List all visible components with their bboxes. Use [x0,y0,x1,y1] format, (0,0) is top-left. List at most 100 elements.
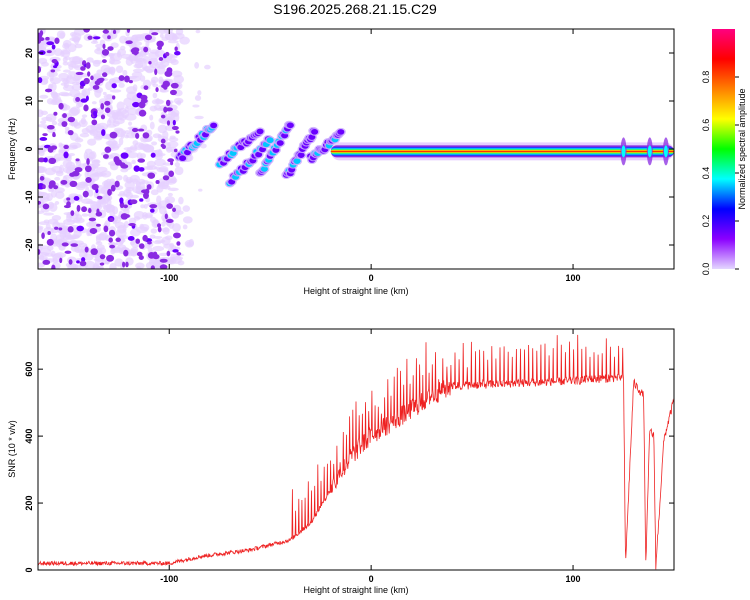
spectrogram-noise-blob [86,57,94,63]
spectrogram-noise-blob [198,188,203,192]
spectrogram-noise-blob [171,70,183,78]
spectrogram-noise-blob [163,106,168,113]
spectrogram-noise-blob [156,184,164,193]
spectrogram-noise-blob [67,116,76,123]
colorbar-tick-label: 0.4 [701,167,711,180]
spectrogram-noise-blob [157,29,168,35]
spectrogram-noise-blob [172,232,181,239]
spectrogram-noise-blob [151,141,158,146]
spectrogram-noise-blob [51,82,57,92]
spectrogram-noise-blob [54,252,66,258]
spectrogram-noise-blob [172,223,181,232]
spectrogram-noise-blob [152,92,158,99]
spectrogram-noise-blob [137,128,145,132]
spectrogram-noise-blob [118,137,124,146]
spectrogram-noise-blob [39,176,45,181]
spectrogram-noise-blob [112,29,117,35]
spectrogram-noise-blob [179,36,190,45]
spectrogram-noise-blob [96,208,100,214]
spectrogram-noise-blob [139,223,145,229]
spectrogram-noise-blob [47,230,51,235]
spectrogram-noise-blob [182,224,188,230]
spectrogram-noise-blob [117,193,128,197]
spectrogram-noise-blob [150,208,155,213]
spectrogram-noise-blob [167,158,175,163]
spectrogram-noise-blob [101,59,107,64]
spectrogram-noise-blob [131,127,139,133]
spectrogram-noise-blob [148,257,159,267]
spectrogram-noise-blob [118,82,125,88]
spectrogram-noise-blob [81,114,88,118]
spectrogram-noise-blob [90,248,98,256]
spectrogram-noise-blob [81,206,88,213]
snr-background [38,329,674,570]
spectrogram-noise-blob [78,119,88,128]
spectrogram-noise-blob [109,66,116,76]
spectrogram-noise-blob [38,57,48,65]
spectrogram-noise-blob [83,29,91,33]
snr-y-tick-label: 600 [24,362,34,377]
spectrogram-noise-blob [128,80,133,84]
spectrogram-noise-blob [63,144,69,150]
spectrogram-noise-blob [142,132,150,139]
spectrogram-noise-blob [148,61,152,65]
spectrogram-noise-blob [111,83,117,89]
spectrogram-noise-blob [157,134,163,138]
spectrogram-noise-blob [132,140,139,146]
spectrogram-noise-blob [67,43,77,53]
spectrogram-noise-blob [150,189,159,196]
spectrogram-noise-blob [159,33,164,38]
spectrogram-noise-blob [115,175,123,181]
spectrogram-noise-blob [56,225,69,234]
spectrogram-noise-blob [71,65,80,69]
spectrogram-noise-blob [100,114,106,120]
spectrogram-noise-blob [70,243,79,247]
spectrogram-y-tick-label: 0 [24,146,34,151]
spectrogram-noise-blob [44,88,53,93]
spectrogram-noise-blob [59,32,65,39]
spectrogram-noise-blob [38,77,43,84]
spectrogram-noise-blob [154,68,158,76]
spectrogram-noise-blob [127,235,135,241]
spectrogram-noise-blob [38,167,46,173]
spectrogram-noise-blob [95,233,107,241]
spectrogram-noise-blob [102,91,107,96]
spectrogram-noise-blob [46,245,54,251]
spectrogram-noise-blob [81,198,93,205]
spectrogram-arc-blob [293,158,301,164]
spectrogram-noise-blob [131,34,138,43]
spectrogram-noise-blob [50,250,56,258]
spectrogram-noise-blob [115,65,124,74]
spectrogram-noise-blob [83,104,89,112]
spectrogram-noise-blob [64,126,70,131]
spectrogram-noise-blob [160,227,170,233]
spectrogram-noise-blob [126,146,138,153]
spectrogram-noise-blob [147,172,156,179]
spectrogram-noise-blob [161,236,171,246]
spectrogram-noise-blob [72,55,82,65]
spectrogram-noise-blob [103,94,114,100]
spectrogram-noise-blob [106,254,115,262]
spectrogram-noise-blob [64,250,72,254]
spectrogram-noise-blob [140,204,145,209]
spectrogram-noise-blob [52,257,58,264]
spectrogram-noise-blob [51,44,56,50]
spectrogram-noise-blob [69,121,80,127]
spectrogram-noise-blob [126,152,139,159]
spectrogram-noise-blob [45,36,50,41]
spectrogram-noise-blob [42,133,48,137]
spectrogram-noise-blob [204,64,211,70]
colorbar-ticks: 0.0 0.2 0.4 0.6 0.8 [701,71,739,275]
spectrogram-noise-blob [101,72,108,78]
spectrogram-noise-blob [110,42,119,49]
spectrogram-noise-blob [154,158,166,167]
spectrogram-noise-blob [47,218,59,225]
snr-x-tick-label: 100 [566,574,581,584]
spectrogram-y-tick-label: 10 [24,96,34,106]
spectrogram-noise-blob [153,235,163,239]
spectrogram-noise-blob [80,98,88,103]
spectrogram-noise-blob [60,92,73,97]
spectrogram-noise-blob [133,63,144,69]
spectrogram-noise-blob [75,158,80,162]
